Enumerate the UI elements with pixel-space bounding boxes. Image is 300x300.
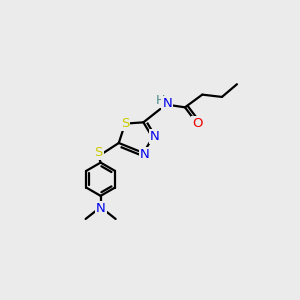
Text: O: O bbox=[192, 117, 202, 130]
Text: N: N bbox=[140, 148, 149, 160]
Text: S: S bbox=[121, 117, 129, 130]
Text: N: N bbox=[162, 97, 172, 110]
Text: S: S bbox=[94, 146, 103, 159]
Text: N: N bbox=[96, 202, 106, 215]
Text: H: H bbox=[156, 94, 165, 107]
Text: N: N bbox=[150, 130, 160, 143]
